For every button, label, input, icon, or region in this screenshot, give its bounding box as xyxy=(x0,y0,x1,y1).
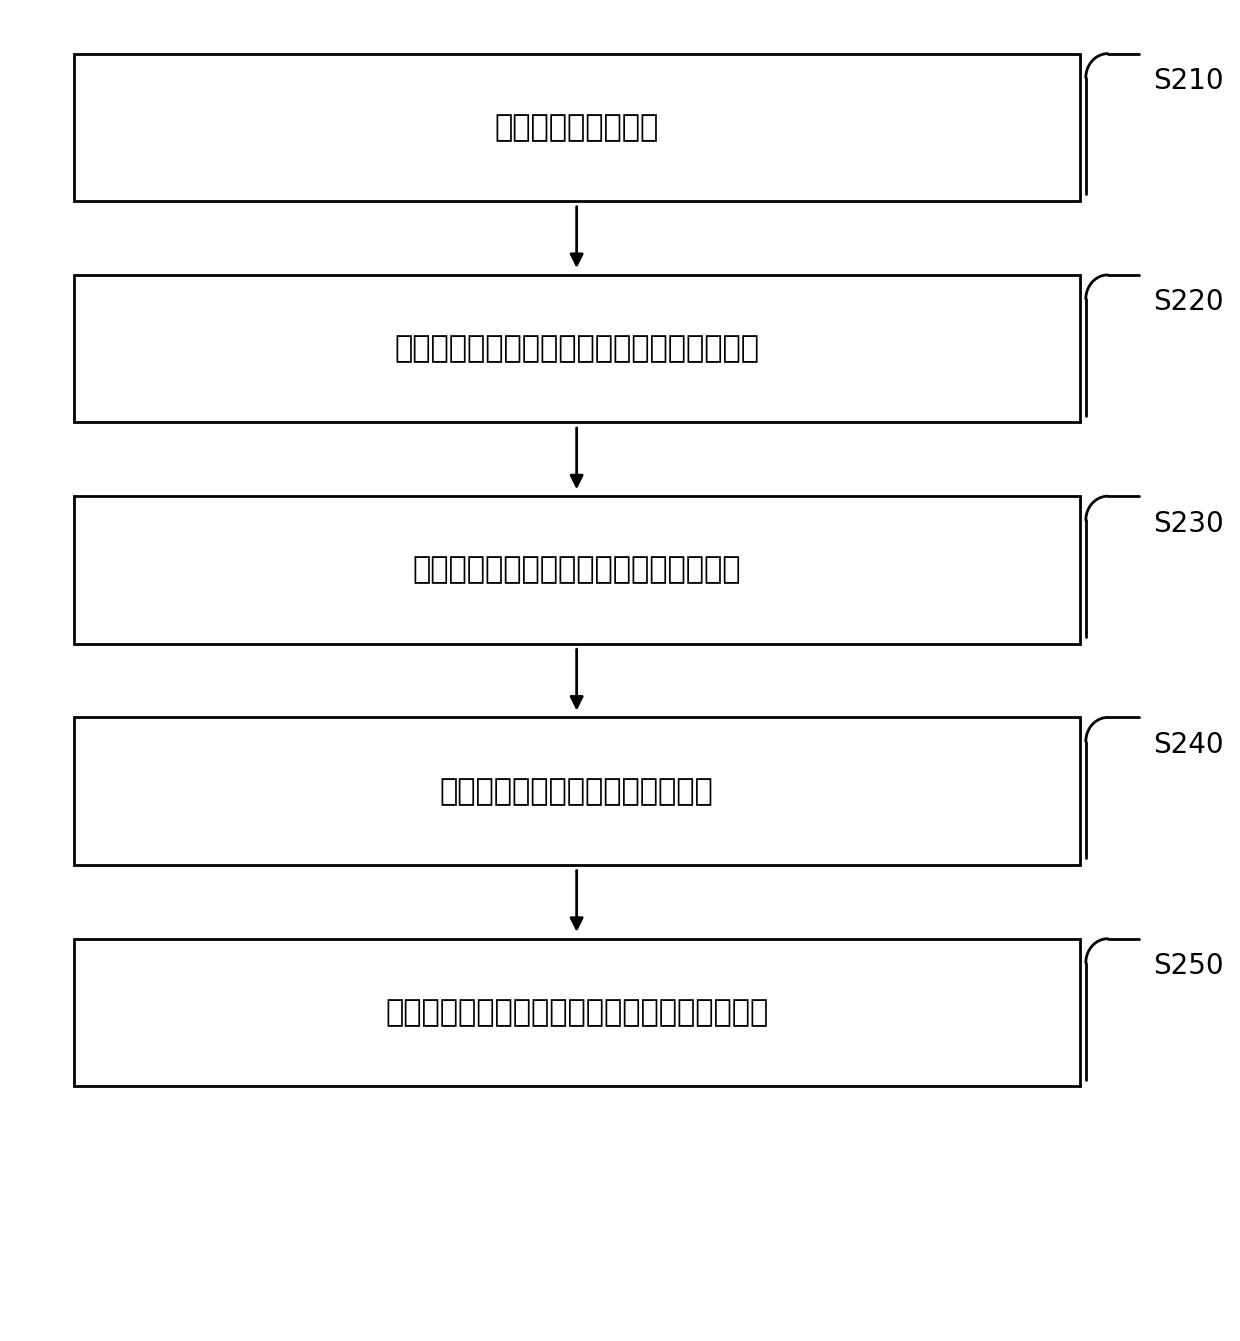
Bar xyxy=(73,939,1080,1086)
Bar xyxy=(73,496,1080,644)
Bar xyxy=(73,54,1080,201)
Text: S240: S240 xyxy=(1153,731,1224,759)
Bar xyxy=(73,275,1080,422)
Text: 根据环境温度确定空调的运行参数: 根据环境温度确定空调的运行参数 xyxy=(440,776,713,806)
Text: S230: S230 xyxy=(1153,510,1224,538)
Text: 接收自清洁控制指令: 接收自清洁控制指令 xyxy=(495,113,658,142)
Text: S210: S210 xyxy=(1153,67,1224,95)
Text: S220: S220 xyxy=(1153,288,1224,316)
Bar xyxy=(73,717,1080,865)
Text: 控制空调按照运行参数运行，使换热器表面化霜: 控制空调按照运行参数运行，使换热器表面化霜 xyxy=(386,998,769,1027)
Text: 根据自清洁控制指令控制空调进入自清洁模式: 根据自清洁控制指令控制空调进入自清洁模式 xyxy=(394,334,759,363)
Text: 在空调进入自清洁模式后，获取环境温度: 在空调进入自清洁模式后，获取环境温度 xyxy=(413,555,740,585)
Text: S250: S250 xyxy=(1153,952,1224,980)
